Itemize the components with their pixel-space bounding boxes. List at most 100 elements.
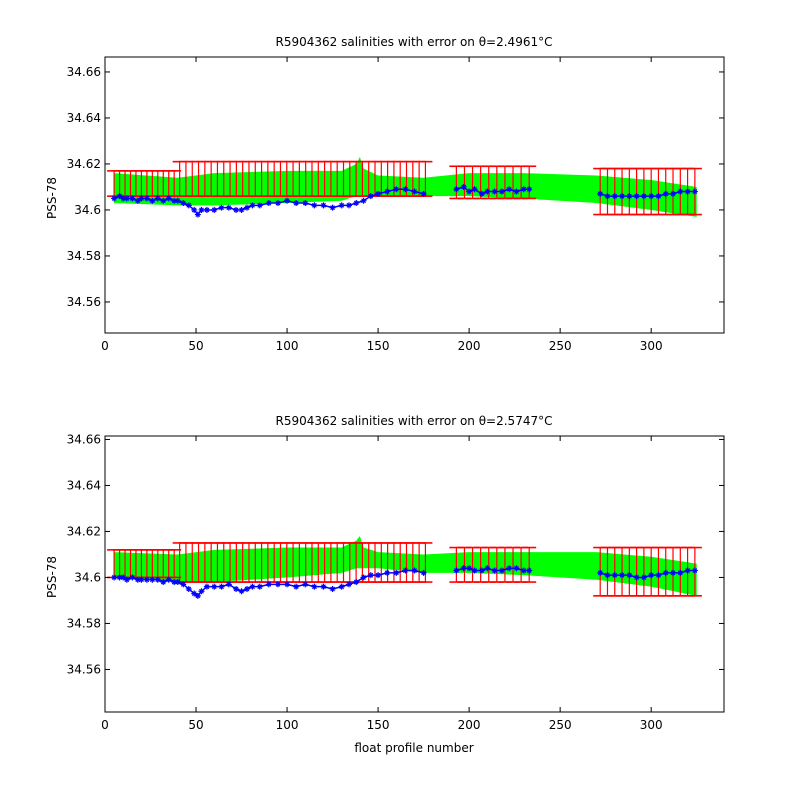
bottom-x-tick-label: 100	[276, 718, 299, 732]
top-salinity-point	[393, 186, 400, 193]
top-plot-area	[107, 157, 702, 218]
top-salinity-point	[506, 186, 513, 193]
bottom-salinity-point	[384, 569, 391, 576]
top-x-tick-label: 0	[101, 339, 109, 353]
top-salinity-point	[648, 193, 655, 200]
top-salinity-point	[134, 197, 141, 204]
bottom-chart-panel: R5904362 salinities with error on θ=2.57…	[45, 414, 725, 755]
bottom-salinity-point	[284, 581, 291, 588]
top-x-tick-label: 250	[549, 339, 572, 353]
bottom-salinity-point	[218, 583, 225, 590]
top-salinity-point	[640, 193, 647, 200]
bottom-salinity-point	[233, 585, 240, 592]
top-salinity-point	[256, 202, 263, 209]
top-salinity-point	[353, 200, 360, 207]
bottom-salinity-point	[597, 569, 604, 576]
top-salinity-point	[244, 204, 251, 211]
bottom-salinity-point	[134, 576, 141, 583]
top-salinity-point	[198, 206, 205, 213]
bottom-salinity-point	[655, 572, 662, 579]
bottom-salinity-point	[256, 583, 263, 590]
bottom-salinity-point	[662, 569, 669, 576]
top-salinity-point	[120, 195, 127, 202]
bottom-salinity-point	[244, 585, 251, 592]
top-chart-ylabel: PSS-78	[45, 177, 59, 219]
top-salinity-point	[384, 188, 391, 195]
top-axes-frame	[104, 56, 725, 334]
top-salinity-point	[484, 188, 491, 195]
top-salinity-point	[238, 206, 245, 213]
top-salinity-point	[274, 200, 281, 207]
top-error-bar	[522, 165, 537, 200]
bottom-salinity-point	[626, 572, 633, 579]
bottom-salinity-point	[211, 583, 218, 590]
top-y-tick-label: 34.6	[74, 203, 101, 217]
top-salinity-point	[460, 183, 467, 190]
top-salinity-point	[218, 204, 225, 211]
bottom-salinity-point	[191, 590, 198, 597]
top-salinity-point	[684, 188, 691, 195]
bottom-salinity-point	[670, 569, 677, 576]
top-salinity-point	[123, 195, 130, 202]
bottom-salinity-point	[367, 572, 374, 579]
bottom-salinity-point	[225, 581, 232, 588]
top-salinity-point	[265, 200, 272, 207]
bottom-salinity-line	[177, 569, 424, 597]
top-salinity-point	[149, 197, 156, 204]
bottom-salinity-point	[453, 567, 460, 574]
top-salinity-point	[604, 193, 611, 200]
top-salinity-point	[116, 193, 123, 200]
top-salinity-point	[411, 188, 418, 195]
top-salinity-point	[329, 204, 336, 211]
top-salinity-point	[160, 197, 167, 204]
top-salinity-point	[360, 197, 367, 204]
bottom-error-bar	[418, 542, 433, 583]
bottom-salinity-point	[520, 567, 527, 574]
top-salinity-point	[478, 190, 485, 197]
bottom-chart-ylabel: PSS-78	[45, 556, 59, 598]
top-salinity-point	[185, 202, 192, 209]
top-x-tick-label: 300	[640, 339, 663, 353]
bottom-chart-title: R5904362 salinities with error on θ=2.57…	[276, 414, 553, 428]
bottom-x-tick-label: 150	[367, 718, 390, 732]
bottom-salinity-point	[466, 565, 473, 572]
bottom-y-tick-label: 34.64	[67, 478, 101, 492]
top-x-tick-label: 150	[367, 339, 390, 353]
top-salinity-point	[225, 204, 232, 211]
top-salinity-point	[375, 190, 382, 197]
top-salinity-point	[311, 202, 318, 209]
top-salinity-point	[143, 195, 150, 202]
top-salinity-point	[165, 195, 172, 202]
top-y-tick-label: 34.58	[67, 249, 101, 263]
bottom-salinity-point	[506, 565, 513, 572]
bottom-salinity-point	[116, 574, 123, 581]
top-salinity-point	[402, 186, 409, 193]
bottom-salinity-point	[302, 581, 309, 588]
top-salinity-point	[180, 200, 187, 207]
top-salinity-point	[338, 202, 345, 209]
bottom-y-tick-label: 34.6	[74, 570, 101, 584]
top-salinity-point	[520, 186, 527, 193]
bottom-salinity-point	[633, 574, 640, 581]
top-salinity-point	[420, 190, 427, 197]
bottom-salinity-point	[677, 569, 684, 576]
bottom-x-tick-label: 200	[458, 718, 481, 732]
top-y-tick-label: 34.66	[67, 65, 101, 79]
top-chart-title: R5904362 salinities with error on θ=2.49…	[276, 35, 553, 49]
top-salinity-point	[471, 186, 478, 193]
bottom-salinity-point	[129, 574, 136, 581]
bottom-salinity-point	[420, 569, 427, 576]
bottom-mapped-band	[114, 536, 697, 596]
bottom-salinity-point	[684, 567, 691, 574]
bottom-salinity-point	[345, 581, 352, 588]
top-y-tick-label: 34.62	[67, 157, 101, 171]
bottom-salinity-point	[353, 579, 360, 586]
bottom-salinity-point	[138, 576, 145, 583]
top-salinity-point	[513, 188, 520, 195]
top-salinity-point	[191, 206, 198, 213]
bottom-salinity-point	[111, 574, 118, 581]
bottom-salinity-point	[604, 572, 611, 579]
bottom-salinity-point	[149, 576, 156, 583]
bottom-salinity-point	[329, 585, 336, 592]
top-salinity-point	[633, 193, 640, 200]
